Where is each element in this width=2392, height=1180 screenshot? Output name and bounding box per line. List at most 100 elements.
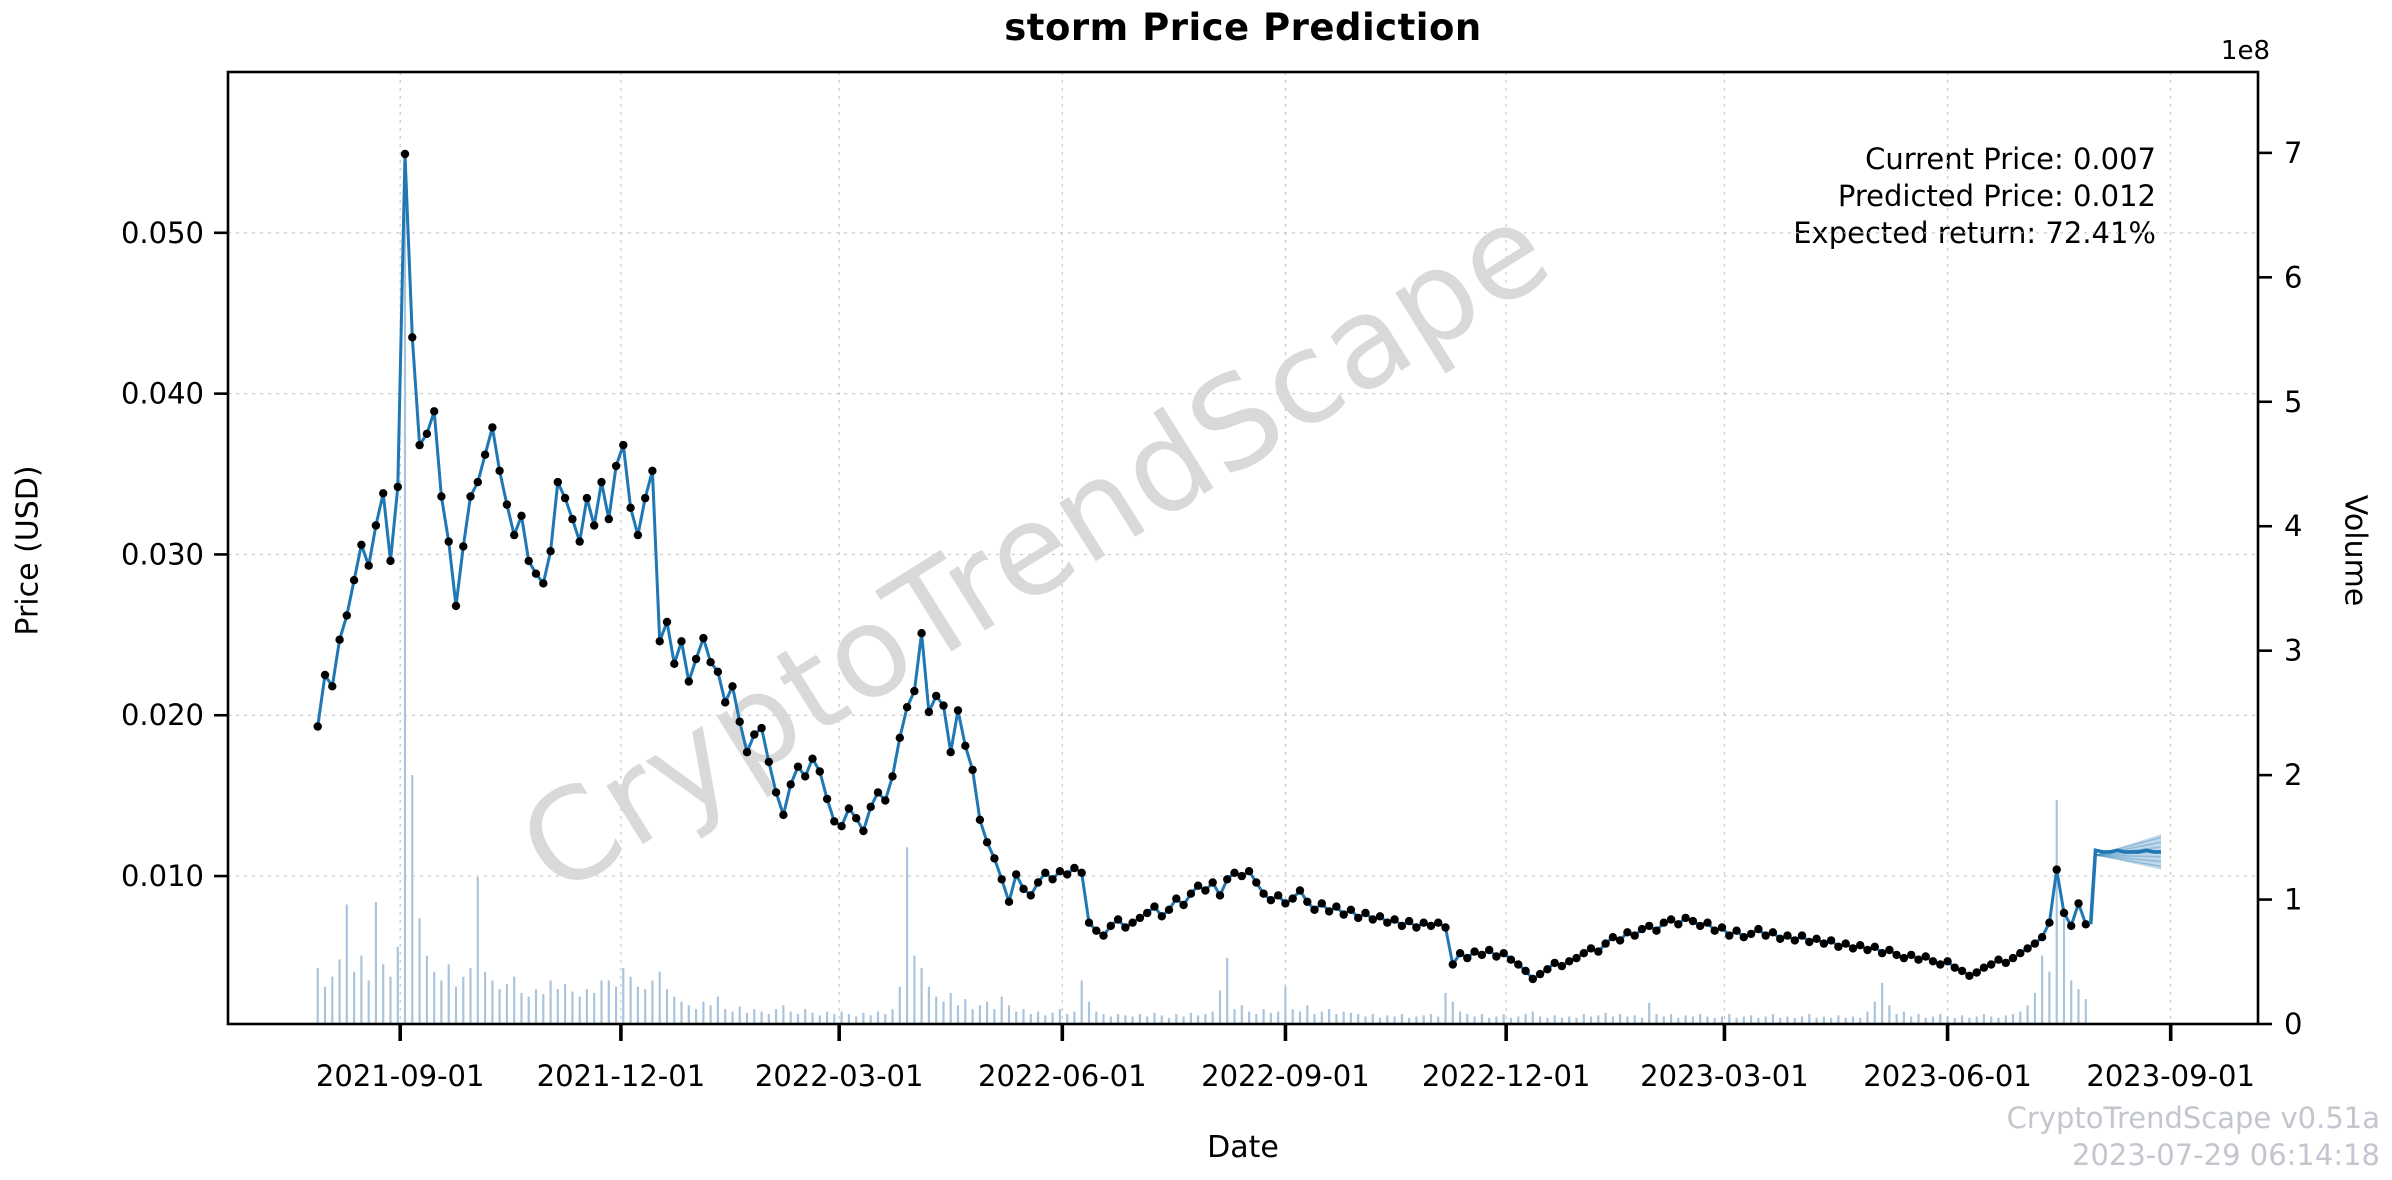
volume-bar [520,992,523,1024]
price-marker [342,611,351,620]
volume-bar [840,1011,843,1024]
volume-bar [1619,1014,1622,1024]
price-marker [633,530,643,540]
volume-bar [1306,1005,1309,1024]
volume-bar [1087,1001,1091,1024]
price-marker [888,772,897,781]
price-marker [510,530,519,540]
volume-bar [1138,1014,1141,1024]
volume-bar [1131,1016,1134,1024]
price-marker [779,810,788,820]
x-tick-label: 2023-03-01 [1640,1059,1809,1093]
volume-bar [1611,1016,1614,1024]
volume-bar [1117,1014,1120,1024]
volume-bar [1080,980,1083,1024]
volume-tick-label: 4 [2284,509,2302,543]
price-marker [1004,897,1014,906]
volume-bar [1233,1009,1236,1024]
price-marker [1274,891,1283,900]
volume-bar [1095,1011,1098,1024]
price-marker [1048,875,1057,884]
volume-bar [833,1014,836,1024]
price-marker [1928,957,1938,966]
volume-bar [1575,1017,1578,1024]
volume-bar [1146,1016,1149,1024]
volume-bar [1895,1014,1898,1024]
price-marker [1324,907,1334,916]
price-marker [1463,953,1472,963]
price-marker [1914,955,1923,964]
volume-bar [1175,1014,1178,1024]
price-marker [1485,945,1494,955]
price-marker [1965,971,1974,980]
price-marker [480,450,490,459]
volume-bar [2077,989,2080,1024]
volume-bar [716,996,719,1024]
volume-bar [1546,1017,1549,1024]
price-marker [1230,868,1239,877]
volume-bar [593,992,596,1024]
volume-bar [1939,1014,1942,1024]
price-marker [1317,899,1327,908]
price-marker [1637,924,1647,934]
price-marker [982,838,992,847]
price-tick-label: 0.020 [121,698,204,732]
volume-bar [1990,1016,1993,1024]
volume-bar [898,986,901,1024]
price-marker [502,500,512,509]
price-marker [1455,949,1465,958]
price-marker [1106,921,1116,931]
price-marker [1303,897,1312,906]
price-marker [1848,944,1858,953]
price-marker [495,466,504,475]
volume-tick-label: 0 [2284,1007,2302,1041]
price-marker [1179,900,1188,910]
price-marker [1899,953,1909,963]
volume-bar [454,986,458,1024]
price-marker [2067,921,2076,931]
volume-bar [564,984,567,1024]
volume-bar [578,996,581,1024]
volume-bar [884,1014,887,1024]
volume-bar [818,1015,821,1024]
price-marker [822,794,832,804]
volume-bar [1713,1017,1716,1024]
price-marker [1441,923,1450,932]
volume-bar [702,1001,705,1024]
price-marker [604,514,613,524]
price-marker [422,429,432,438]
volume-bar [753,1009,756,1024]
volume-bar [1982,1014,1985,1024]
price-marker [488,423,497,432]
price-marker [830,817,839,826]
x-tick-label: 2022-12-01 [1422,1059,1591,1093]
volume-bar [527,996,530,1024]
volume-bar [986,1001,989,1024]
price-marker [1819,939,1829,948]
price-marker [1281,899,1290,908]
price-marker [691,654,701,664]
volume-bar [491,980,494,1024]
volume-bar [1160,1015,1163,1024]
price-marker [1186,889,1196,898]
price-marker [699,633,708,643]
price-marker [517,511,526,520]
price-marker [335,635,344,644]
volume-bar [534,989,538,1024]
price-marker [1164,905,1174,914]
price-marker [1128,918,1137,927]
volume-bar [1218,990,1222,1024]
price-marker [953,706,963,715]
price-marker [1717,923,1727,932]
volume-bar [1269,1012,1272,1024]
forecast-fan-line [2095,854,2162,858]
volume-bar [876,1011,880,1024]
price-line-layer [313,149,2090,984]
price-tick-label: 0.030 [121,537,204,571]
price-marker [393,482,402,492]
volume-bar [1968,1017,1971,1024]
price-marker [662,617,672,627]
volume-bar [1779,1017,1782,1024]
price-marker [1063,870,1072,879]
